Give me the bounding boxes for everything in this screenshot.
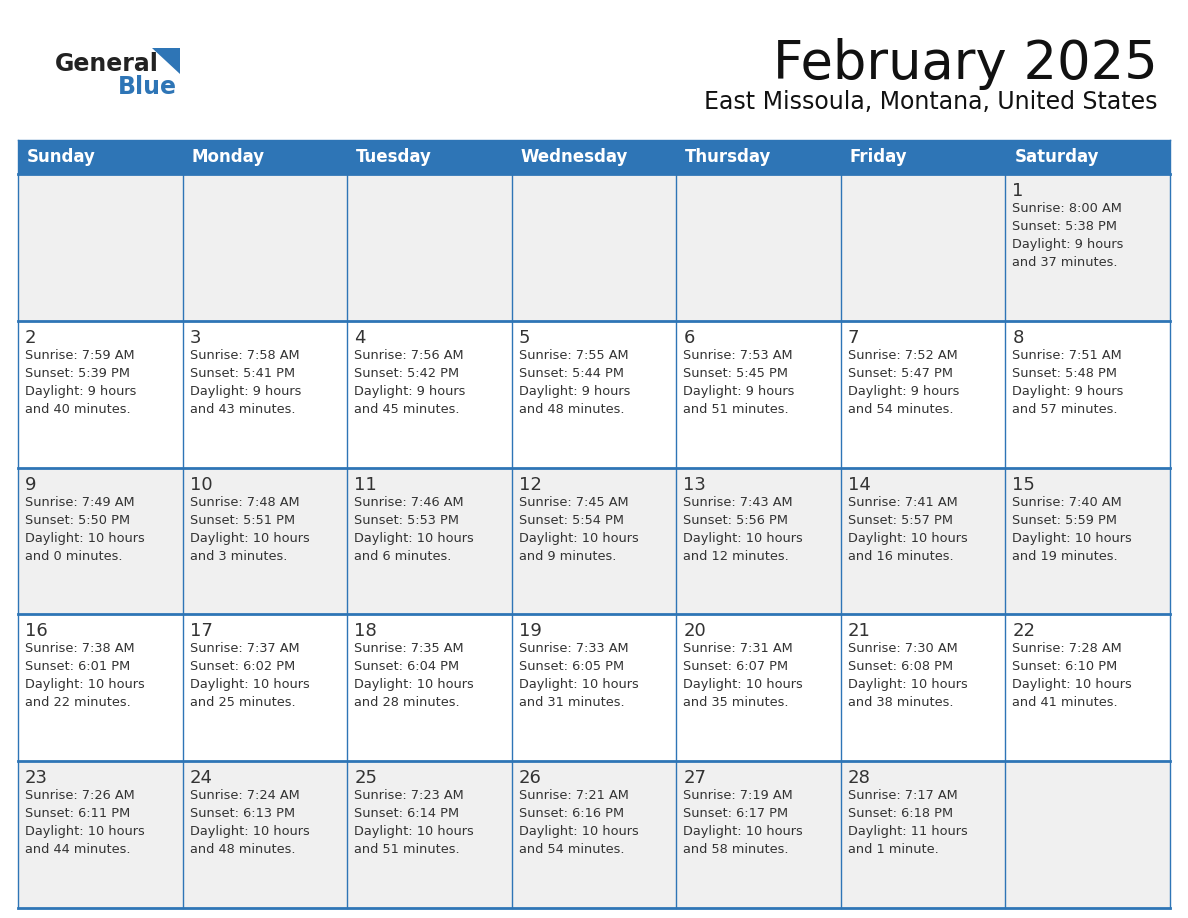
- Text: Sunrise: 7:53 AM
Sunset: 5:45 PM
Daylight: 9 hours
and 51 minutes.: Sunrise: 7:53 AM Sunset: 5:45 PM Dayligh…: [683, 349, 795, 416]
- Text: 24: 24: [190, 769, 213, 788]
- Text: 22: 22: [1012, 622, 1036, 641]
- Text: 6: 6: [683, 329, 695, 347]
- Text: Sunrise: 7:59 AM
Sunset: 5:39 PM
Daylight: 9 hours
and 40 minutes.: Sunrise: 7:59 AM Sunset: 5:39 PM Dayligh…: [25, 349, 137, 416]
- Text: Blue: Blue: [118, 75, 177, 99]
- Text: Sunrise: 7:17 AM
Sunset: 6:18 PM
Daylight: 11 hours
and 1 minute.: Sunrise: 7:17 AM Sunset: 6:18 PM Dayligh…: [848, 789, 967, 856]
- Bar: [18, 174, 1170, 320]
- Text: Sunrise: 7:21 AM
Sunset: 6:16 PM
Daylight: 10 hours
and 54 minutes.: Sunrise: 7:21 AM Sunset: 6:16 PM Dayligh…: [519, 789, 638, 856]
- Text: 15: 15: [1012, 476, 1035, 494]
- Text: 10: 10: [190, 476, 213, 494]
- Bar: [18, 140, 183, 174]
- Text: 25: 25: [354, 769, 377, 788]
- Text: 9: 9: [25, 476, 37, 494]
- Bar: [18, 320, 1170, 467]
- Text: 12: 12: [519, 476, 542, 494]
- Text: Sunrise: 7:35 AM
Sunset: 6:04 PM
Daylight: 10 hours
and 28 minutes.: Sunrise: 7:35 AM Sunset: 6:04 PM Dayligh…: [354, 643, 474, 710]
- Text: Sunrise: 7:45 AM
Sunset: 5:54 PM
Daylight: 10 hours
and 9 minutes.: Sunrise: 7:45 AM Sunset: 5:54 PM Dayligh…: [519, 496, 638, 563]
- Bar: [183, 140, 347, 174]
- Text: Sunrise: 7:33 AM
Sunset: 6:05 PM
Daylight: 10 hours
and 31 minutes.: Sunrise: 7:33 AM Sunset: 6:05 PM Dayligh…: [519, 643, 638, 710]
- Text: Sunrise: 7:28 AM
Sunset: 6:10 PM
Daylight: 10 hours
and 41 minutes.: Sunrise: 7:28 AM Sunset: 6:10 PM Dayligh…: [1012, 643, 1132, 710]
- Text: 4: 4: [354, 329, 366, 347]
- Bar: [347, 140, 512, 174]
- Text: Sunrise: 7:51 AM
Sunset: 5:48 PM
Daylight: 9 hours
and 57 minutes.: Sunrise: 7:51 AM Sunset: 5:48 PM Dayligh…: [1012, 349, 1124, 416]
- Text: 26: 26: [519, 769, 542, 788]
- Polygon shape: [152, 48, 181, 74]
- Bar: [1005, 140, 1170, 174]
- Text: 11: 11: [354, 476, 377, 494]
- Text: 8: 8: [1012, 329, 1024, 347]
- Text: Sunrise: 7:37 AM
Sunset: 6:02 PM
Daylight: 10 hours
and 25 minutes.: Sunrise: 7:37 AM Sunset: 6:02 PM Dayligh…: [190, 643, 309, 710]
- Text: Sunrise: 7:52 AM
Sunset: 5:47 PM
Daylight: 9 hours
and 54 minutes.: Sunrise: 7:52 AM Sunset: 5:47 PM Dayligh…: [848, 349, 959, 416]
- Text: Sunrise: 7:46 AM
Sunset: 5:53 PM
Daylight: 10 hours
and 6 minutes.: Sunrise: 7:46 AM Sunset: 5:53 PM Dayligh…: [354, 496, 474, 563]
- Text: Sunrise: 7:31 AM
Sunset: 6:07 PM
Daylight: 10 hours
and 35 minutes.: Sunrise: 7:31 AM Sunset: 6:07 PM Dayligh…: [683, 643, 803, 710]
- Text: 5: 5: [519, 329, 530, 347]
- Text: 21: 21: [848, 622, 871, 641]
- Bar: [18, 761, 1170, 908]
- Text: Sunrise: 7:23 AM
Sunset: 6:14 PM
Daylight: 10 hours
and 51 minutes.: Sunrise: 7:23 AM Sunset: 6:14 PM Dayligh…: [354, 789, 474, 856]
- Text: Sunrise: 7:55 AM
Sunset: 5:44 PM
Daylight: 9 hours
and 48 minutes.: Sunrise: 7:55 AM Sunset: 5:44 PM Dayligh…: [519, 349, 630, 416]
- Text: 13: 13: [683, 476, 706, 494]
- Text: 3: 3: [190, 329, 201, 347]
- Text: 2: 2: [25, 329, 37, 347]
- Bar: [512, 140, 676, 174]
- Text: Friday: Friday: [849, 148, 908, 166]
- Text: 1: 1: [1012, 182, 1024, 200]
- Text: Sunrise: 8:00 AM
Sunset: 5:38 PM
Daylight: 9 hours
and 37 minutes.: Sunrise: 8:00 AM Sunset: 5:38 PM Dayligh…: [1012, 202, 1124, 269]
- Text: 19: 19: [519, 622, 542, 641]
- Text: Sunrise: 7:58 AM
Sunset: 5:41 PM
Daylight: 9 hours
and 43 minutes.: Sunrise: 7:58 AM Sunset: 5:41 PM Dayligh…: [190, 349, 301, 416]
- Text: 28: 28: [848, 769, 871, 788]
- Text: 16: 16: [25, 622, 48, 641]
- Bar: [841, 140, 1005, 174]
- Text: Sunrise: 7:43 AM
Sunset: 5:56 PM
Daylight: 10 hours
and 12 minutes.: Sunrise: 7:43 AM Sunset: 5:56 PM Dayligh…: [683, 496, 803, 563]
- Bar: [18, 467, 1170, 614]
- Text: Sunrise: 7:48 AM
Sunset: 5:51 PM
Daylight: 10 hours
and 3 minutes.: Sunrise: 7:48 AM Sunset: 5:51 PM Dayligh…: [190, 496, 309, 563]
- Text: Wednesday: Wednesday: [520, 148, 628, 166]
- Text: Thursday: Thursday: [685, 148, 772, 166]
- Text: General: General: [55, 52, 159, 76]
- Text: Sunrise: 7:40 AM
Sunset: 5:59 PM
Daylight: 10 hours
and 19 minutes.: Sunrise: 7:40 AM Sunset: 5:59 PM Dayligh…: [1012, 496, 1132, 563]
- Text: Saturday: Saturday: [1015, 148, 1099, 166]
- Text: Sunrise: 7:24 AM
Sunset: 6:13 PM
Daylight: 10 hours
and 48 minutes.: Sunrise: 7:24 AM Sunset: 6:13 PM Dayligh…: [190, 789, 309, 856]
- Text: Sunrise: 7:19 AM
Sunset: 6:17 PM
Daylight: 10 hours
and 58 minutes.: Sunrise: 7:19 AM Sunset: 6:17 PM Dayligh…: [683, 789, 803, 856]
- Text: 7: 7: [848, 329, 859, 347]
- Text: 14: 14: [848, 476, 871, 494]
- Bar: [18, 614, 1170, 761]
- Text: 27: 27: [683, 769, 707, 788]
- Text: 23: 23: [25, 769, 48, 788]
- Text: Sunrise: 7:41 AM
Sunset: 5:57 PM
Daylight: 10 hours
and 16 minutes.: Sunrise: 7:41 AM Sunset: 5:57 PM Dayligh…: [848, 496, 967, 563]
- Text: Sunrise: 7:49 AM
Sunset: 5:50 PM
Daylight: 10 hours
and 0 minutes.: Sunrise: 7:49 AM Sunset: 5:50 PM Dayligh…: [25, 496, 145, 563]
- Text: Sunrise: 7:56 AM
Sunset: 5:42 PM
Daylight: 9 hours
and 45 minutes.: Sunrise: 7:56 AM Sunset: 5:42 PM Dayligh…: [354, 349, 466, 416]
- Text: February 2025: February 2025: [773, 38, 1158, 90]
- Text: 18: 18: [354, 622, 377, 641]
- Text: East Missoula, Montana, United States: East Missoula, Montana, United States: [704, 90, 1158, 114]
- Text: Sunrise: 7:26 AM
Sunset: 6:11 PM
Daylight: 10 hours
and 44 minutes.: Sunrise: 7:26 AM Sunset: 6:11 PM Dayligh…: [25, 789, 145, 856]
- Text: 20: 20: [683, 622, 706, 641]
- Text: Sunrise: 7:38 AM
Sunset: 6:01 PM
Daylight: 10 hours
and 22 minutes.: Sunrise: 7:38 AM Sunset: 6:01 PM Dayligh…: [25, 643, 145, 710]
- Text: Monday: Monday: [191, 148, 265, 166]
- Text: Tuesday: Tuesday: [356, 148, 432, 166]
- Text: Sunday: Sunday: [27, 148, 96, 166]
- Text: 17: 17: [190, 622, 213, 641]
- Bar: [676, 140, 841, 174]
- Text: Sunrise: 7:30 AM
Sunset: 6:08 PM
Daylight: 10 hours
and 38 minutes.: Sunrise: 7:30 AM Sunset: 6:08 PM Dayligh…: [848, 643, 967, 710]
